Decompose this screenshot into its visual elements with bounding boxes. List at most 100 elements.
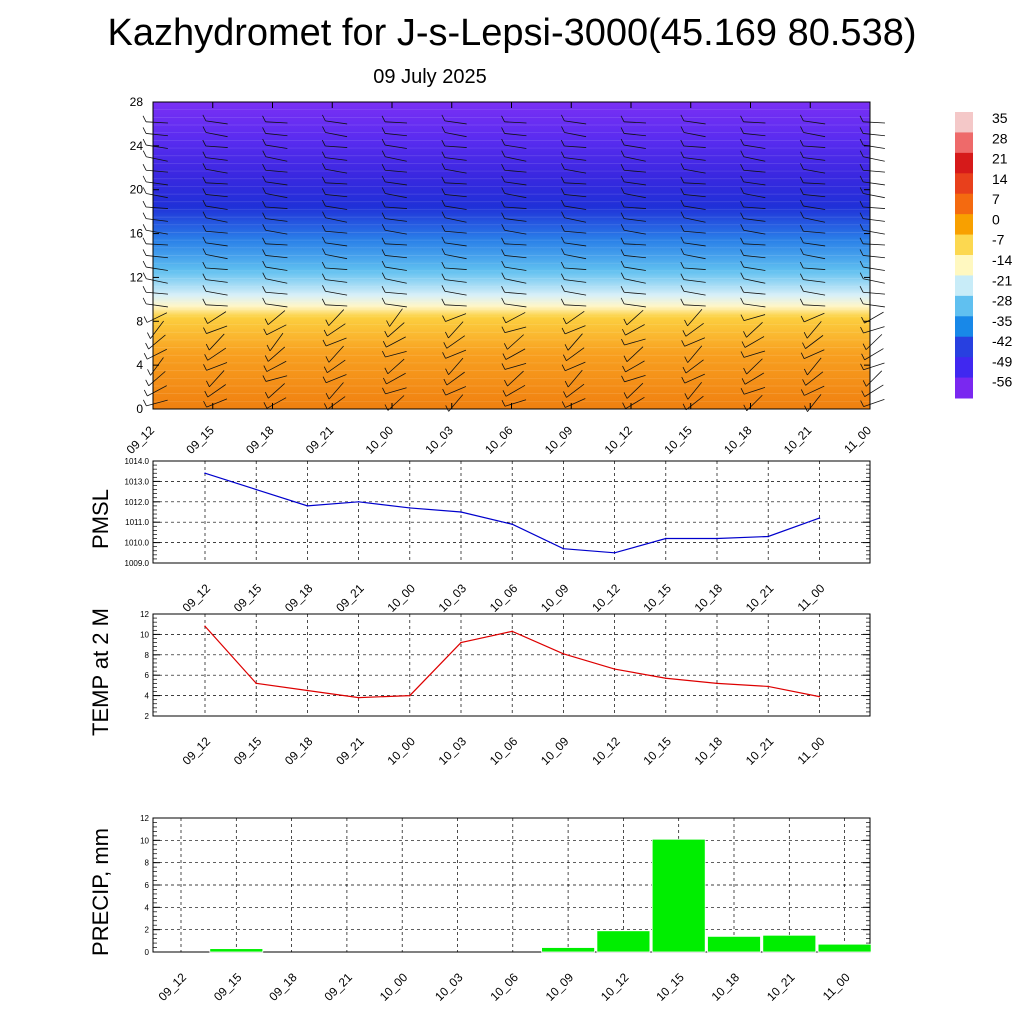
temperature-cross-section-panel: 0 4 8 12 16 20 24 28 09_12 09_15 09_18 09_21 10_00 10… <box>124 95 886 457</box>
wind-barb <box>385 303 407 308</box>
y-tick-label: 1012.0 <box>125 498 150 507</box>
wind-barb-flag <box>321 225 326 232</box>
wind-barb <box>687 345 703 363</box>
wind-barb <box>385 266 407 271</box>
wind-barb-flag <box>262 150 267 157</box>
temp-point <box>409 694 411 697</box>
wind-barb <box>743 169 766 173</box>
wind-barb <box>265 133 288 137</box>
wind-barb <box>325 290 348 296</box>
x-tick-label: 09_15 <box>231 734 265 768</box>
wind-barb <box>803 230 826 234</box>
wind-barb <box>385 218 407 222</box>
wind-barb <box>564 361 586 372</box>
wind-barb <box>743 229 766 235</box>
x-tick-label: 09_15 <box>231 581 265 615</box>
wind-barb-flag <box>501 175 505 183</box>
wind-barb-flag <box>620 175 625 183</box>
wind-barb <box>804 385 825 396</box>
wind-barb <box>208 333 225 351</box>
wind-barb <box>206 325 228 334</box>
wind-barb <box>743 206 766 209</box>
wind-barb <box>385 169 407 173</box>
wind-barb-flag <box>623 392 628 399</box>
wind-barb <box>385 255 407 259</box>
wind-barb <box>265 218 288 222</box>
wind-barb <box>567 369 583 388</box>
plot-frame <box>152 817 871 953</box>
wind-barb <box>743 303 766 308</box>
wind-barb <box>564 145 587 148</box>
x-tick-label: 10_15 <box>640 581 674 615</box>
y-tick-label: 8 <box>136 314 143 328</box>
wind-barb-flag <box>803 332 808 339</box>
wind-barb <box>146 181 168 186</box>
wind-barb <box>623 121 647 124</box>
wind-barb-flag <box>621 375 625 382</box>
wind-barb-flag <box>384 404 389 411</box>
wind-barb-flag <box>859 200 864 208</box>
wind-barb <box>385 291 407 295</box>
wind-barb <box>325 337 347 347</box>
wind-barb-flag <box>860 363 864 370</box>
wind-barb-flag <box>561 199 565 207</box>
wind-barb-flag <box>142 224 147 231</box>
wind-barb <box>146 255 168 259</box>
wind-barb <box>444 194 467 198</box>
wind-barb <box>746 394 763 412</box>
wind-barb-flag <box>743 331 747 338</box>
wind-barb <box>504 326 527 334</box>
wind-barb-flag <box>680 139 685 147</box>
wind-barb-flag <box>202 225 207 232</box>
wind-barb-flag <box>323 403 328 410</box>
wind-barb-flag <box>441 273 446 280</box>
wind-barb <box>146 312 168 323</box>
wind-barb <box>444 242 467 247</box>
wind-barb <box>683 168 706 174</box>
wind-barb-flag <box>799 176 804 184</box>
colorbar-label: -35 <box>992 313 1012 329</box>
wind-barb <box>803 254 826 260</box>
wind-barb-flag <box>802 342 806 349</box>
wind-barb <box>146 229 168 235</box>
wind-barb-flag <box>859 115 864 123</box>
wind-barb-flag <box>859 297 864 305</box>
wind-barb-flag <box>861 353 865 361</box>
wind-barb <box>207 347 227 361</box>
wind-barb-flag <box>384 330 389 338</box>
wind-barb-flag <box>321 298 326 306</box>
wind-barb-flag <box>206 380 210 387</box>
wind-barb-flag <box>802 379 806 386</box>
wind-barb-flag <box>262 375 267 382</box>
wind-barb-flag <box>202 298 207 306</box>
wind-barb <box>504 181 527 186</box>
x-tick-label: 10_18 <box>721 423 755 457</box>
wind-barb-flag <box>325 392 330 400</box>
wind-barb <box>444 304 467 307</box>
wind-barb <box>387 358 405 375</box>
wind-barb <box>504 156 527 162</box>
wind-barb-flag <box>382 350 386 358</box>
wind-barb-flag <box>740 138 744 146</box>
x-tick-label: 09_12 <box>180 581 214 615</box>
wind-barb-flag <box>202 285 207 292</box>
wind-barb-flag <box>445 331 449 339</box>
temp-point <box>357 696 360 699</box>
wind-barb-flag <box>743 404 748 411</box>
wind-barb-flag <box>262 286 266 293</box>
wind-barb <box>444 168 467 174</box>
wind-barb-flag <box>143 399 147 407</box>
wind-barb-flag <box>262 187 267 194</box>
wind-barb <box>683 230 706 234</box>
wind-barb-flag <box>203 364 207 371</box>
wind-barb <box>803 194 826 198</box>
wind-barb <box>326 323 346 337</box>
wind-barb <box>744 336 765 348</box>
wind-barb <box>325 182 348 185</box>
wind-barb <box>746 358 763 375</box>
y-tick-label: 8 <box>145 651 150 660</box>
wind-barb-flag <box>441 163 446 170</box>
colorbar-segment <box>955 132 973 154</box>
colorbar-label: -14 <box>992 252 1012 268</box>
wind-barb-flag <box>622 328 626 336</box>
